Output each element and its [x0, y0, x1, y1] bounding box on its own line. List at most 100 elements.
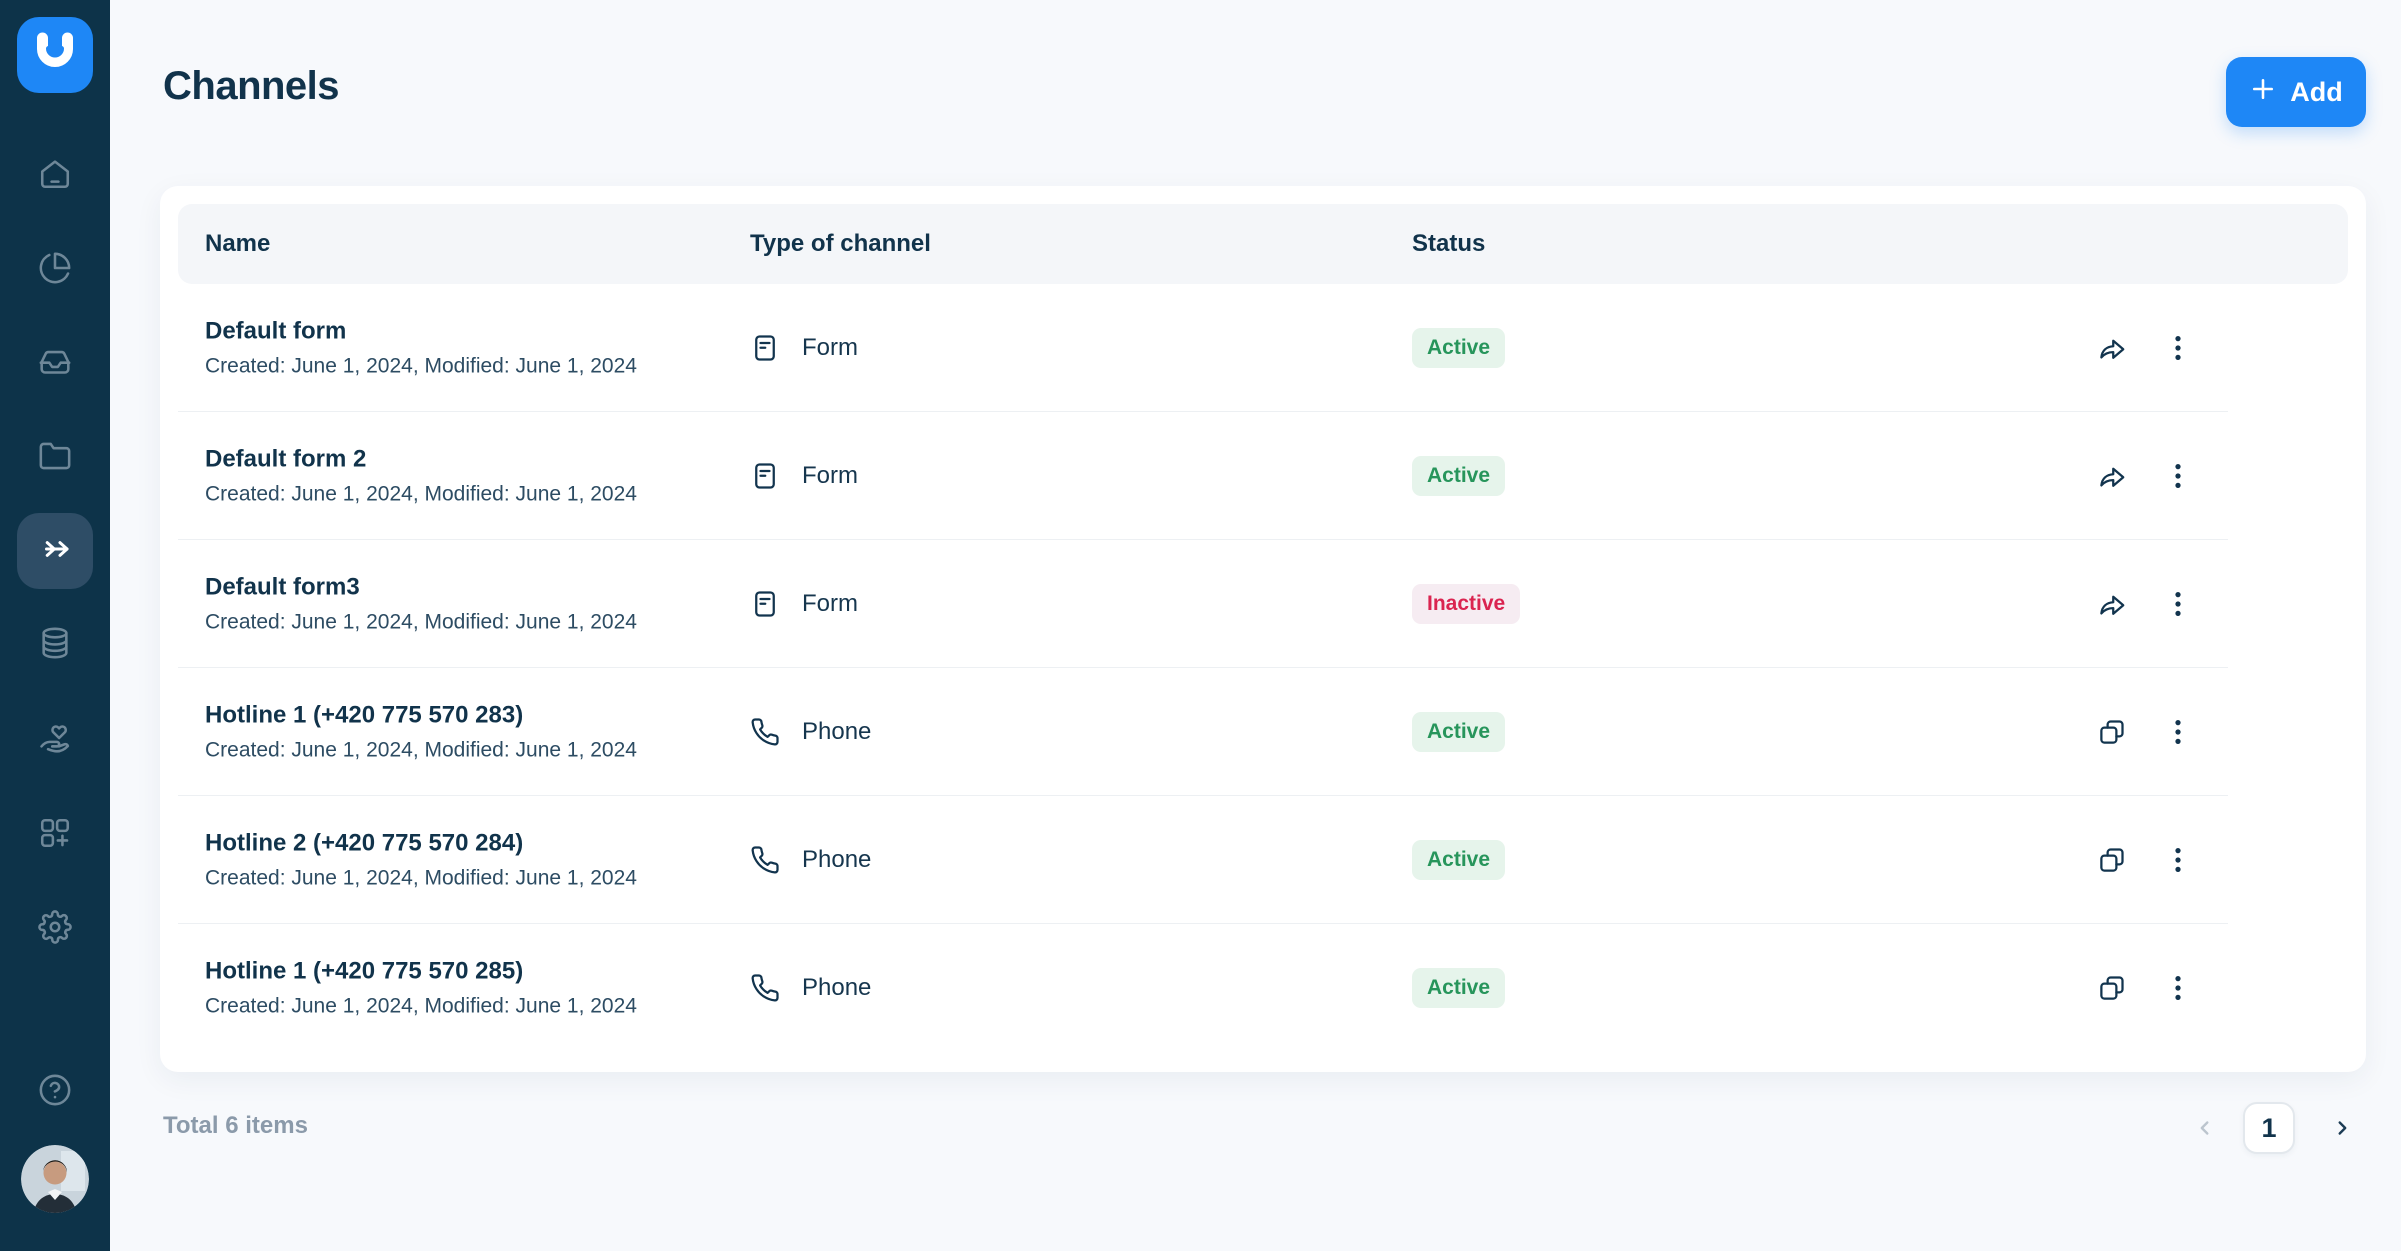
kebab-menu-icon[interactable] [2156, 326, 2200, 370]
table-header: Name Type of channel Status [178, 204, 2348, 284]
channel-name-cell: Hotline 2 (+420 775 570 284) Created: Ju… [205, 830, 637, 891]
u-logo-icon [17, 15, 93, 96]
share-icon[interactable] [2090, 582, 2134, 626]
sidebar-item-channels[interactable] [17, 513, 93, 589]
kebab-menu-icon[interactable] [2156, 454, 2200, 498]
channel-status-cell: Inactive [1412, 540, 1521, 668]
table-row[interactable]: Hotline 2 (+420 775 570 284) Created: Ju… [178, 796, 2348, 924]
channels-arrow-icon [38, 532, 72, 571]
phone-icon [750, 845, 780, 875]
copy-icon[interactable] [2090, 710, 2134, 754]
channel-name: Hotline 1 (+420 775 570 283) [205, 701, 524, 729]
channel-type-cell: Phone [750, 796, 871, 924]
channel-name: Default form [205, 317, 347, 345]
sidebar-item-database[interactable] [17, 607, 93, 683]
channel-name: Default form3 [205, 573, 360, 601]
sidebar-item-integrations[interactable] [17, 797, 93, 873]
add-button[interactable]: Add [2226, 57, 2366, 127]
user-avatar[interactable] [21, 1145, 89, 1213]
page-number-button[interactable]: 1 [2243, 1102, 2295, 1154]
table-row[interactable]: Default form 2 Created: June 1, 2024, Mo… [178, 412, 2348, 540]
column-header-name: Name [205, 230, 271, 257]
sidebar-item-home[interactable] [17, 138, 93, 214]
share-icon[interactable] [2090, 326, 2134, 370]
sidebar-item-inbox[interactable] [17, 326, 93, 402]
sidebar-item-settings[interactable] [17, 891, 93, 967]
share-icon[interactable] [2090, 454, 2134, 498]
status-badge: Active [1412, 968, 1506, 1008]
plus-icon [2249, 75, 2277, 110]
kebab-menu-icon[interactable] [2156, 710, 2200, 754]
channel-type-cell: Form [750, 284, 858, 412]
channel-dates: Created: June 1, 2024, Modified: June 1,… [205, 738, 637, 762]
channel-name-cell: Default form 2 Created: June 1, 2024, Mo… [205, 446, 637, 507]
table-body: Default form Created: June 1, 2024, Modi… [178, 284, 2348, 1052]
channel-dates: Created: June 1, 2024, Modified: June 1,… [205, 610, 637, 634]
kebab-menu-icon[interactable] [2156, 582, 2200, 626]
page-title: Channels [163, 64, 340, 108]
channel-name: Hotline 1 (+420 775 570 285) [205, 957, 524, 985]
form-icon [750, 461, 780, 491]
hand-heart-icon [38, 723, 72, 762]
channel-name-cell: Default form3 Created: June 1, 2024, Mod… [205, 574, 637, 635]
channel-status-cell: Active [1412, 668, 1506, 796]
channel-status-cell: Active [1412, 796, 1506, 924]
table-row[interactable]: Default form Created: June 1, 2024, Modi… [178, 284, 2348, 412]
gear-icon [38, 909, 72, 949]
chevron-right-icon[interactable] [2322, 1106, 2362, 1150]
channel-type-cell: Form [750, 540, 858, 668]
sidebar-item-help[interactable] [17, 1054, 93, 1130]
status-badge: Active [1412, 840, 1506, 880]
channel-status-cell: Active [1412, 284, 1506, 412]
channel-type-label: Phone [802, 718, 872, 745]
sidebar [0, 0, 110, 1251]
channels-table-card: Name Type of channel Status Default form… [160, 186, 2366, 1072]
column-header-status: Status [1412, 230, 1486, 257]
table-row[interactable]: Hotline 1 (+420 775 570 283) Created: Ju… [178, 668, 2348, 796]
channel-dates: Created: June 1, 2024, Modified: June 1,… [205, 354, 637, 378]
pie-chart-icon [38, 251, 72, 290]
phone-icon [750, 973, 780, 1003]
channel-type-label: Form [802, 590, 858, 617]
column-header-type: Type of channel [750, 230, 931, 257]
phone-icon [750, 717, 780, 747]
status-badge: Inactive [1412, 584, 1521, 624]
sidebar-item-folders[interactable] [17, 420, 93, 496]
channel-dates: Created: June 1, 2024, Modified: June 1,… [205, 866, 637, 890]
channel-name: Default form 2 [205, 445, 367, 473]
channel-name-cell: Hotline 1 (+420 775 570 285) Created: Ju… [205, 958, 637, 1019]
app-logo[interactable] [17, 17, 93, 93]
form-icon [750, 333, 780, 363]
channel-type-label: Phone [802, 846, 872, 873]
channel-dates: Created: June 1, 2024, Modified: June 1,… [205, 994, 637, 1018]
database-icon [38, 626, 72, 665]
channel-name: Hotline 2 (+420 775 570 284) [205, 829, 524, 857]
apps-plus-icon [38, 816, 72, 855]
kebab-menu-icon[interactable] [2156, 838, 2200, 882]
sidebar-item-care[interactable] [17, 704, 93, 780]
form-icon [750, 589, 780, 619]
table-row[interactable]: Default form3 Created: June 1, 2024, Mod… [178, 540, 2348, 668]
channel-type-cell: Phone [750, 668, 871, 796]
help-icon [38, 1073, 72, 1112]
sidebar-item-analytics[interactable] [17, 232, 93, 308]
channel-type-cell: Form [750, 412, 858, 540]
channel-name-cell: Default form Created: June 1, 2024, Modi… [205, 318, 637, 379]
home-icon [38, 157, 72, 196]
copy-icon[interactable] [2090, 966, 2134, 1010]
chevron-left-icon[interactable] [2185, 1106, 2225, 1150]
status-badge: Active [1412, 712, 1506, 752]
channel-name-cell: Hotline 1 (+420 775 570 283) Created: Ju… [205, 702, 637, 763]
copy-icon[interactable] [2090, 838, 2134, 882]
status-badge: Active [1412, 456, 1506, 496]
channel-dates: Created: June 1, 2024, Modified: June 1,… [205, 482, 637, 506]
table-row[interactable]: Hotline 1 (+420 775 570 285) Created: Ju… [178, 924, 2348, 1052]
channel-status-cell: Active [1412, 412, 1506, 540]
channel-type-label: Phone [802, 974, 872, 1001]
channel-status-cell: Active [1412, 924, 1506, 1052]
total-items-label: Total 6 items [163, 1112, 308, 1139]
inbox-icon [38, 345, 72, 384]
folder-icon [38, 439, 72, 478]
kebab-menu-icon[interactable] [2156, 966, 2200, 1010]
channel-type-label: Form [802, 334, 858, 361]
